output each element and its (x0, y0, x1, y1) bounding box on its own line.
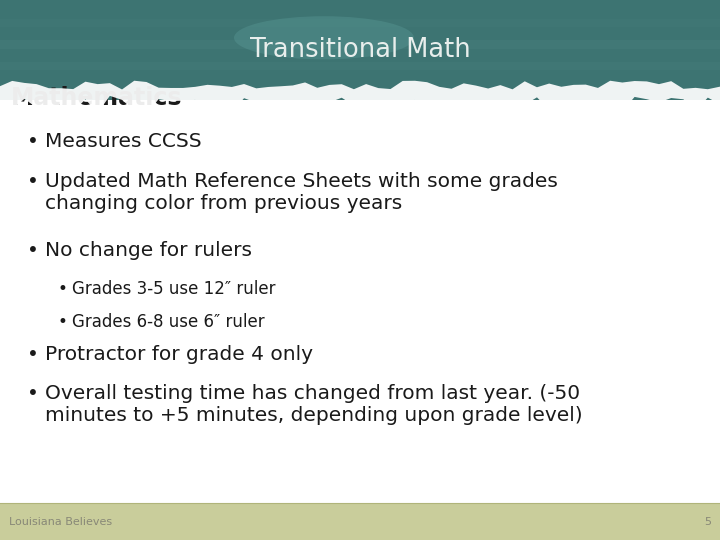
Text: Louisiana Believes: Louisiana Believes (9, 517, 112, 526)
Ellipse shape (234, 16, 414, 59)
Bar (0, 0, 720, 100)
Text: Protractor for grade 4 only: Protractor for grade 4 only (45, 345, 312, 364)
Text: Transitional Math: Transitional Math (250, 37, 470, 63)
Text: No change for rulers: No change for rulers (45, 241, 252, 260)
Text: Grades 6-8 use 6″ ruler: Grades 6-8 use 6″ ruler (72, 313, 265, 330)
Text: •: • (27, 345, 39, 364)
Bar (0, 503, 720, 540)
Text: Mathematics: Mathematics (11, 86, 182, 110)
Bar (0, 40, 720, 49)
Text: Measures CCSS: Measures CCSS (45, 132, 202, 151)
Bar (0, 19, 720, 27)
Text: Updated Math Reference Sheets with some grades
changing color from previous year: Updated Math Reference Sheets with some … (45, 172, 557, 213)
Polygon shape (0, 81, 720, 114)
Text: •: • (27, 241, 39, 260)
Text: Overall testing time has changed from last year. (-50
minutes to +5 minutes, dep: Overall testing time has changed from la… (45, 384, 582, 426)
Text: •: • (27, 172, 39, 191)
Text: •: • (58, 280, 68, 298)
Text: 5: 5 (704, 517, 711, 526)
Bar (0, 62, 720, 70)
Text: •: • (27, 384, 39, 403)
Text: •: • (27, 132, 39, 151)
Text: Grades 3-5 use 12″ ruler: Grades 3-5 use 12″ ruler (72, 280, 276, 298)
Text: •: • (58, 313, 68, 330)
